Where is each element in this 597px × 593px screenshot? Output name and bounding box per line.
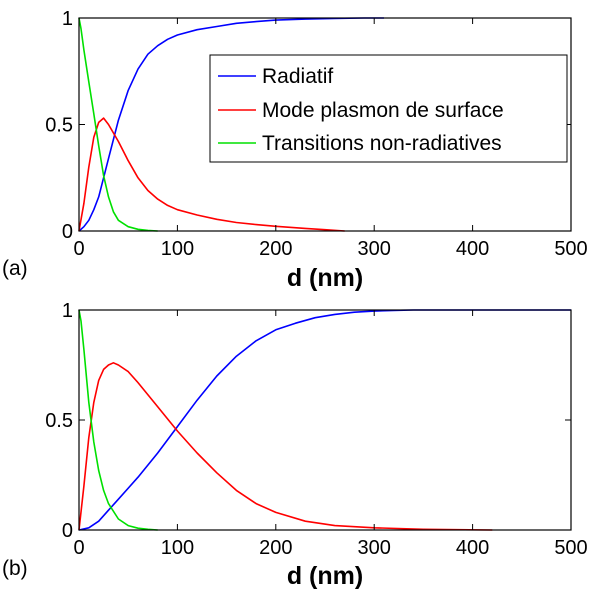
panel-a-xlabel: d (nm) (287, 264, 363, 292)
legend: Radiatif Mode plasmon de surface Transit… (209, 54, 568, 163)
panel-a-xtick-label-200: 200 (259, 238, 292, 260)
panel-a-xtick-label-100: 100 (161, 238, 194, 260)
panel-b-xtick-label-400: 400 (456, 537, 489, 559)
panel-a-ticks: 0 100 200 300 400 500 0 0.5 1 (45, 8, 588, 260)
panel-a-ytick-label-0-5: 0.5 (45, 115, 73, 137)
panel-b-xtick-label-500: 500 (554, 537, 587, 559)
panel-b-label: (b) (2, 557, 28, 580)
panel-b: 0 100 200 300 400 500 0 0.5 1 d (nm) (b) (2, 300, 588, 590)
panel-a-series-radiatif (78, 17, 384, 232)
panel-b-ytick-label-0: 0 (62, 520, 73, 542)
panel-b-ticks: 0 100 200 300 400 500 0 0.5 1 (45, 300, 588, 559)
panel-a-label: (a) (2, 257, 28, 280)
panel-b-ytick-label-1: 1 (62, 300, 73, 322)
panel-a-xtick-label-0: 0 (73, 238, 84, 260)
panel-b-xtick-label-200: 200 (259, 537, 292, 559)
panel-a-series-transitions-non-radiatives (78, 17, 158, 232)
panel-a-xtick-label-400: 400 (456, 238, 489, 260)
panel-a-xtick-label-300: 300 (358, 238, 391, 260)
legend-entry-transitions: Transitions non-radiatives (262, 132, 502, 155)
panel-b-ytick-label-0-5: 0.5 (45, 410, 73, 432)
panel-b-series-mode-plasmon-de-surface (78, 361, 493, 531)
panel-b-xtick-label-100: 100 (161, 537, 194, 559)
panel-b-xtick-label-300: 300 (358, 537, 391, 559)
panel-b-xlabel: d (nm) (287, 562, 363, 590)
panel-a-ytick-label-1: 1 (62, 8, 73, 30)
legend-box (209, 54, 568, 163)
legend-entry-mode-plasmon: Mode plasmon de surface (262, 99, 504, 122)
panel-a-xtick-label-500: 500 (554, 238, 587, 260)
panel-b-xtick-label-0: 0 (73, 537, 84, 559)
panel-a-series (78, 17, 384, 232)
panel-a-ytick-label-0: 0 (62, 221, 73, 243)
panel-b-series-transitions-non-radiatives (78, 309, 158, 531)
panel-a: 0 100 200 300 400 500 0 0.5 1 d (nm) (a) Radiati… (2, 8, 588, 292)
legend-entry-radiatif: Radiatif (262, 65, 333, 88)
